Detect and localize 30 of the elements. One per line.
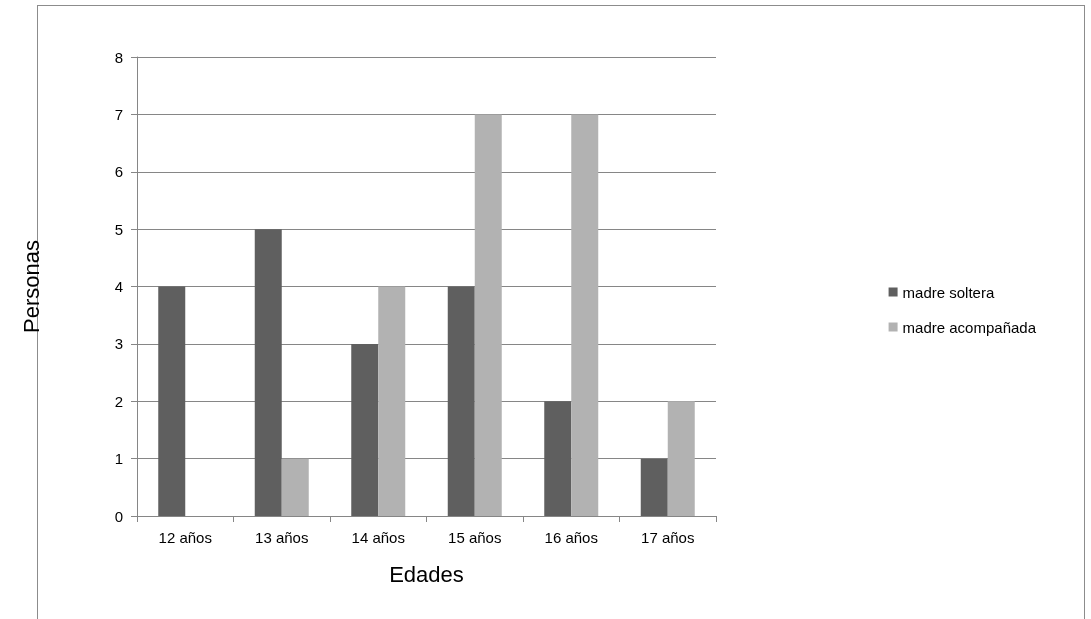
x-tick-label: 15 años [448, 529, 502, 546]
y-tick-label: 4 [114, 278, 123, 295]
bar [571, 114, 599, 516]
y-tick-label: 8 [114, 48, 123, 66]
x-tick-label: 17 años [641, 529, 695, 546]
y-tick-label: 3 [114, 335, 123, 353]
bar [378, 286, 406, 516]
bar [254, 229, 282, 516]
y-axis-title: Personas [18, 240, 44, 333]
x-axis-title: Edades [389, 561, 464, 587]
legend-label: madre soltera [902, 283, 995, 301]
legend-label: madre acompañada [902, 318, 1037, 336]
y-tick-label: 7 [114, 105, 123, 123]
bar [158, 286, 186, 516]
y-tick-label: 5 [114, 220, 123, 238]
bar [544, 401, 572, 516]
bar [640, 458, 668, 516]
y-tick-label: 6 [114, 163, 123, 181]
bar [351, 343, 379, 516]
bar [281, 458, 309, 516]
x-tick-label: 14 años [351, 529, 405, 546]
y-tick-label: 2 [114, 392, 123, 410]
bar [667, 401, 695, 516]
x-tick-label: 13 años [255, 529, 309, 546]
y-tick-label: 0 [114, 507, 123, 525]
x-tick-label: 12 años [158, 529, 212, 546]
y-tick-label: 1 [114, 450, 123, 468]
x-tick-label: 16 años [544, 529, 598, 546]
bar [474, 114, 502, 516]
bar [447, 286, 475, 516]
